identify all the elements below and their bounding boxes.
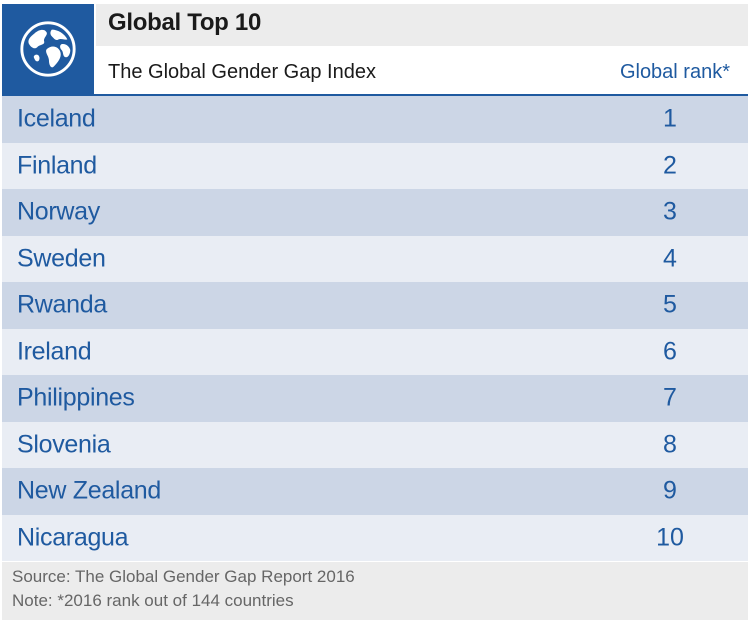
header-divider: [2, 94, 748, 96]
rank-cell: 4: [663, 244, 677, 273]
country-cell: Nicaragua: [17, 523, 129, 552]
footnote: Note: *2016 rank out of 144 countries: [12, 591, 294, 610]
rank-cell: 9: [663, 476, 677, 505]
country-cell: Norway: [17, 197, 100, 226]
rank-column-header: Global rank*: [619, 61, 730, 83]
country-cell: Slovenia: [17, 430, 111, 459]
table-body: Iceland 1 Finland 2 Norway 3 Sweden 4 Rwanda 5 Ire…: [2, 96, 748, 561]
country-cell: Rwanda: [17, 290, 107, 319]
source-note: Source: The Global Gender Gap Report 201…: [12, 567, 355, 586]
table-row: Nicaragua 10: [2, 514, 748, 561]
table-row: Sweden 4: [2, 235, 748, 282]
table-row: Slovenia 8: [2, 421, 748, 468]
rank-cell: 2: [663, 151, 677, 180]
table-row: Philippines 7: [2, 375, 748, 422]
globe-icon: [20, 21, 76, 77]
table-row: Ireland 6: [2, 328, 748, 375]
globe-logo: [2, 4, 94, 94]
page-title: Global Top 10: [108, 9, 262, 36]
table-row: Norway 3: [2, 189, 748, 236]
rank-cell: 3: [663, 197, 677, 226]
rank-cell: 5: [663, 290, 677, 319]
table-row: New Zealand 9: [2, 468, 748, 515]
rank-cell: 6: [663, 337, 677, 366]
country-cell: Philippines: [17, 383, 135, 412]
rank-cell: 10: [656, 523, 684, 552]
table-row: Finland 2: [2, 142, 748, 189]
rank-cell: 8: [663, 430, 677, 459]
footer-band: [2, 562, 748, 620]
rank-cell: 1: [663, 104, 677, 133]
rank-cell: 7: [663, 383, 677, 412]
country-cell: Sweden: [17, 244, 106, 273]
country-cell: Finland: [17, 151, 97, 180]
country-cell: New Zealand: [17, 476, 162, 505]
table-row: Iceland 1: [2, 96, 748, 143]
country-cell: Ireland: [17, 337, 92, 366]
subtitle: The Global Gender Gap Index: [108, 61, 376, 83]
title-band: [96, 4, 748, 46]
country-cell: Iceland: [17, 104, 96, 133]
table-row: Rwanda 5: [2, 282, 748, 329]
